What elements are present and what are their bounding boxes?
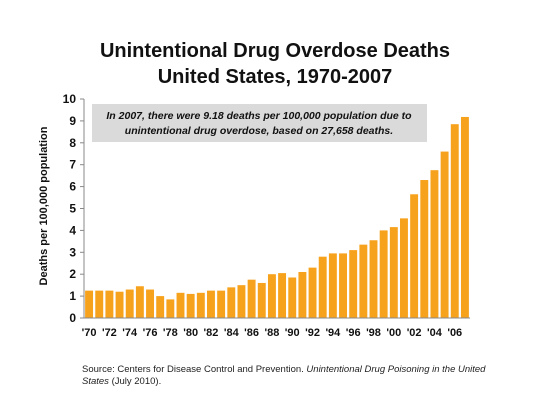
y-tick-label: 6	[69, 180, 76, 194]
x-tick-label: '76	[143, 327, 158, 339]
bar-2005	[440, 151, 449, 318]
bar-1978	[166, 299, 175, 318]
bar-1973	[115, 291, 124, 318]
chart-title-line2: United States, 1970-2007	[157, 66, 393, 88]
bar-2007	[460, 116, 469, 318]
bar-1994	[328, 253, 337, 318]
bar-1998	[369, 240, 378, 318]
x-tick-label: '94	[325, 327, 341, 339]
x-tick-label: '98	[366, 327, 381, 339]
x-tick-label: '86	[244, 327, 259, 339]
source-title: Unintentional Drug Poisoning in the Unit…	[82, 364, 486, 387]
x-tick-label: '74	[122, 327, 138, 339]
bar-1972	[105, 290, 114, 318]
x-tick-label: '70	[82, 327, 97, 339]
bar-1976	[146, 289, 154, 318]
bar-2001	[400, 218, 408, 318]
source-note: Source: Centers for Disease Control and …	[82, 364, 502, 388]
y-tick-label: 9	[69, 114, 76, 128]
x-tick-label: '96	[346, 327, 361, 339]
bar-1984	[227, 287, 236, 318]
y-tick-label: 3	[69, 245, 76, 259]
bar-1986	[247, 279, 256, 318]
y-tick-label: 5	[69, 202, 76, 216]
x-tick-label: '02	[407, 327, 422, 339]
bar-1997	[359, 244, 368, 318]
bar-1995	[339, 253, 347, 318]
bar-1979	[176, 292, 185, 318]
bar-1977	[156, 296, 165, 318]
chart-title: Unintentional Drug Overdose Deaths Unite…	[0, 38, 550, 90]
annotation-box	[92, 104, 427, 142]
annotation-line2: unintentional drug overdose, based on 27…	[125, 125, 393, 137]
bar-2006	[450, 124, 459, 318]
x-tick-label: '06	[447, 327, 462, 339]
x-tick-label: '04	[427, 327, 443, 339]
y-tick-label: 8	[69, 136, 76, 150]
y-tick-label: 4	[69, 223, 76, 237]
bar-1981	[196, 292, 205, 318]
bar-1996	[349, 250, 358, 318]
bar-1982	[207, 290, 215, 318]
bar-1999	[379, 230, 388, 318]
x-tick-label: '90	[285, 327, 300, 339]
bar-2000	[389, 227, 398, 318]
x-tick-label: '92	[305, 327, 320, 339]
y-tick-label: 10	[63, 92, 77, 106]
x-tick-label: '82	[204, 327, 219, 339]
x-tick-label: '88	[264, 327, 279, 339]
bar-1987	[257, 282, 266, 318]
bar-2002	[410, 194, 419, 318]
x-tick-label: '84	[224, 327, 240, 339]
bar-1971	[95, 290, 104, 318]
source-prefix: Source: Centers for Disease Control and …	[82, 364, 307, 375]
x-tick-label: '72	[102, 327, 117, 339]
y-tick-label: 0	[69, 311, 76, 325]
bar-1992	[308, 267, 317, 318]
bar-1983	[217, 290, 226, 318]
bar-2004	[430, 170, 439, 318]
bar-1980	[186, 293, 195, 318]
bar-1970	[85, 290, 94, 318]
chart-title-line1: Unintentional Drug Overdose Deaths	[99, 40, 451, 62]
bar-1991	[298, 272, 307, 318]
bar-1974	[125, 289, 134, 318]
bar-1989	[278, 273, 287, 318]
bar-2003	[420, 180, 429, 318]
bar-1985	[237, 285, 246, 318]
bar-1990	[288, 277, 297, 318]
bar-1993	[318, 256, 327, 318]
source-suffix: (July 2010).	[108, 376, 162, 387]
annotation-line1: In 2007, there were 9.18 deaths per 100,…	[106, 110, 412, 122]
bar-1988	[267, 274, 276, 318]
y-tick-label: 2	[69, 267, 76, 281]
x-tick-label: '80	[183, 327, 198, 339]
y-tick-label: 1	[69, 289, 76, 303]
x-tick-label: '78	[163, 327, 178, 339]
y-tick-label: 7	[69, 158, 76, 172]
x-tick-label: '00	[386, 327, 401, 339]
bar-1975	[135, 286, 144, 318]
